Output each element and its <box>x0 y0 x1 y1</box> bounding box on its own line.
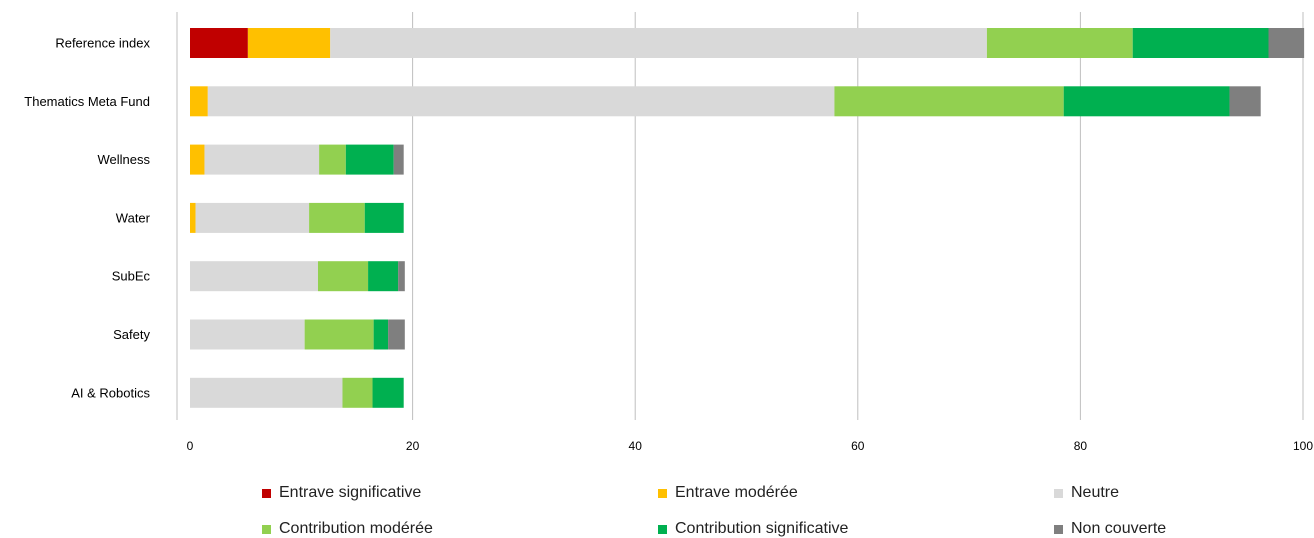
bar-segment <box>208 86 835 116</box>
legend: Entrave significative Entrave modérée Ne… <box>0 476 1314 538</box>
bar-segment <box>319 145 346 175</box>
legend-label: Neutre <box>1071 484 1119 502</box>
bar-segment <box>398 261 405 291</box>
bar-segment <box>318 261 368 291</box>
x-tick-label: 100 <box>1293 439 1313 453</box>
legend-swatch-icon <box>262 525 271 534</box>
bar-segment <box>309 203 365 233</box>
bar-segment <box>190 261 318 291</box>
legend-label: Contribution modérée <box>279 520 433 538</box>
legend-swatch-icon <box>1054 489 1063 498</box>
x-tick-label: 0 <box>187 439 194 453</box>
bar-segment <box>342 378 372 408</box>
bars <box>190 28 1304 408</box>
legend-item-contribution-moderee: Contribution modérée <box>262 520 433 538</box>
category-labels: Reference index Thematics Meta Fund Wellne… <box>24 36 150 401</box>
legend-item-entrave-significative: Entrave significative <box>262 484 421 502</box>
bar-segment <box>1230 86 1261 116</box>
bar-segment <box>305 320 374 350</box>
legend-label: Entrave modérée <box>675 484 798 502</box>
category-label: Thematics Meta Fund <box>24 94 150 109</box>
bar-segment <box>190 86 208 116</box>
x-tick-label: 80 <box>1074 439 1088 453</box>
legend-swatch-icon <box>658 525 667 534</box>
bar-segment <box>196 203 310 233</box>
category-label: Wellness <box>97 152 150 167</box>
x-tick-label: 20 <box>406 439 420 453</box>
legend-swatch-icon <box>1054 525 1063 534</box>
x-tick-label: 60 <box>851 439 865 453</box>
bar-segment <box>388 320 405 350</box>
bar-segment <box>190 28 248 58</box>
category-label: Safety <box>113 327 150 342</box>
bar-segment <box>204 145 319 175</box>
legend-label: Non couverte <box>1071 520 1166 538</box>
legend-item-neutre: Neutre <box>1054 484 1119 502</box>
stacked-bar-chart: Reference index Thematics Meta Fund Wellne… <box>0 0 1314 476</box>
bar-segment <box>987 28 1133 58</box>
legend-item-entrave-moderee: Entrave modérée <box>658 484 798 502</box>
bar-segment <box>248 28 330 58</box>
x-axis-ticks: 0 20 40 60 80 100 <box>187 439 1314 453</box>
bar-segment <box>1064 86 1230 116</box>
bar-segment <box>190 320 305 350</box>
legend-item-non-couverte: Non couverte <box>1054 520 1166 538</box>
bar-segment <box>365 203 404 233</box>
category-label: Water <box>116 210 151 225</box>
bar-segment <box>1133 28 1269 58</box>
bar-segment <box>190 145 204 175</box>
bar-segment <box>373 378 404 408</box>
category-label: AI & Robotics <box>71 385 150 400</box>
legend-label: Contribution significative <box>675 520 848 538</box>
x-tick-label: 40 <box>629 439 643 453</box>
bar-segment <box>346 145 394 175</box>
bar-segment <box>1268 28 1304 58</box>
bar-segment <box>834 86 1063 116</box>
bar-segment <box>374 320 388 350</box>
bar-segment <box>368 261 398 291</box>
bar-segment <box>394 145 404 175</box>
legend-item-contribution-significative: Contribution significative <box>658 520 848 538</box>
bar-segment <box>190 203 196 233</box>
bar-segment <box>330 28 987 58</box>
legend-swatch-icon <box>262 489 271 498</box>
category-label: SubEc <box>112 269 151 284</box>
legend-label: Entrave significative <box>279 484 421 502</box>
legend-swatch-icon <box>658 489 667 498</box>
bar-segment <box>190 378 342 408</box>
category-label: Reference index <box>55 36 150 51</box>
